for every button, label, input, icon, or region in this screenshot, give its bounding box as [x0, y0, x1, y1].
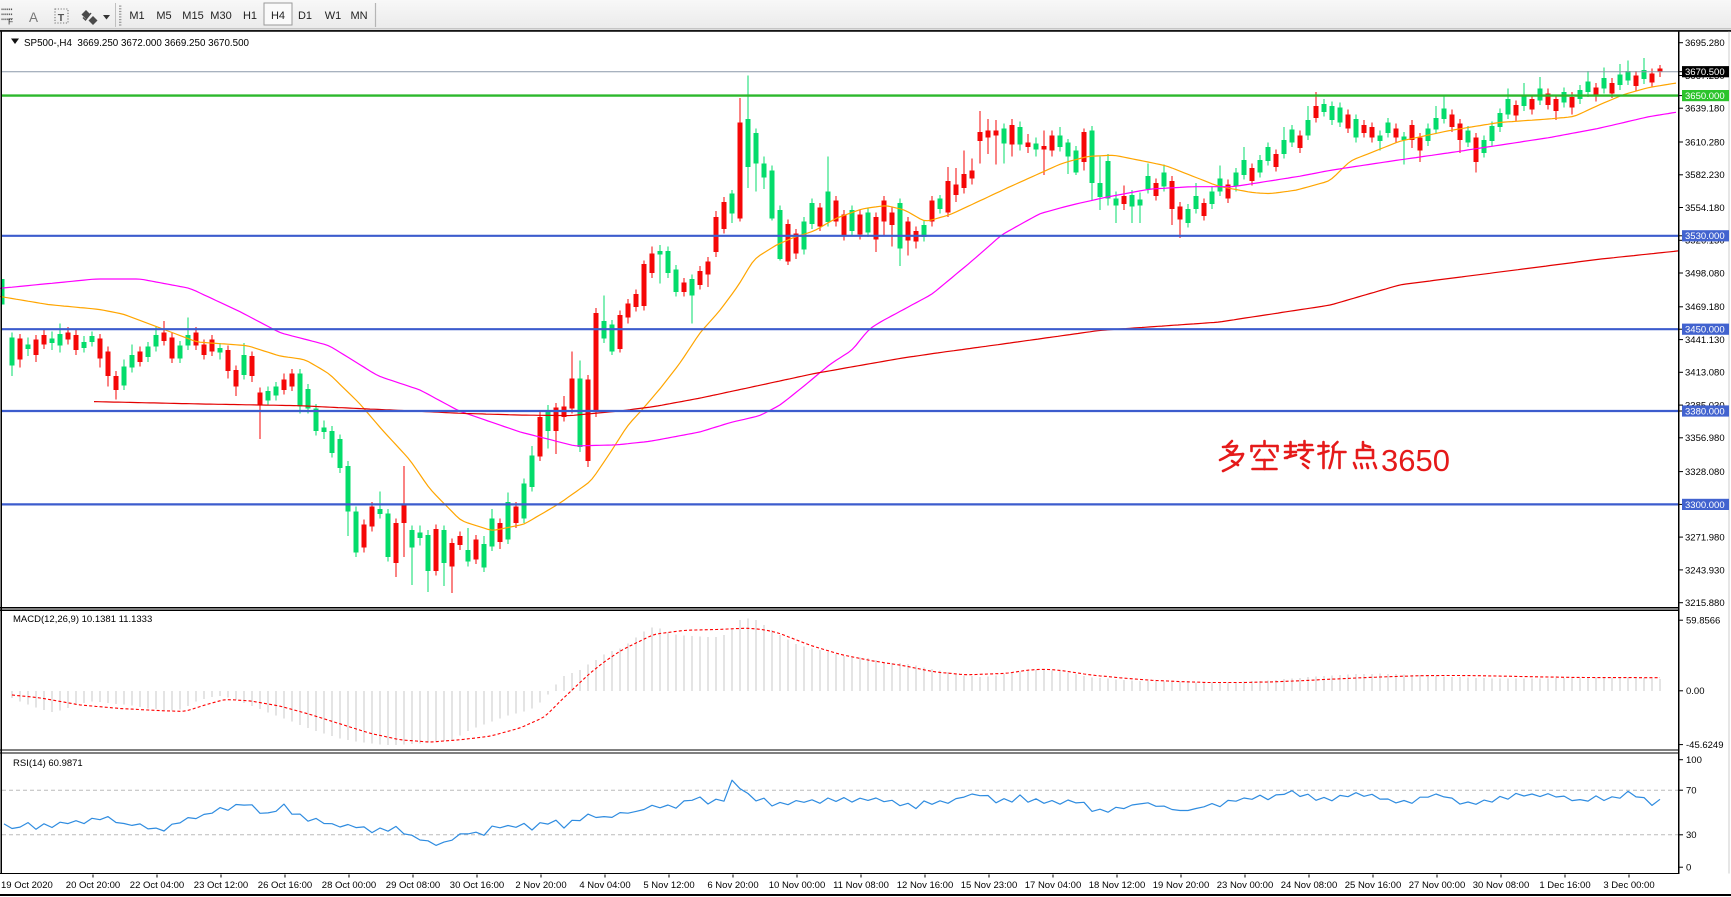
svg-text:19 Nov 20:00: 19 Nov 20:00 — [1153, 880, 1210, 891]
svg-text:-45.6249: -45.6249 — [1686, 740, 1724, 751]
svg-text:3243.930: 3243.930 — [1685, 565, 1725, 576]
svg-text:27 Nov 00:00: 27 Nov 00:00 — [1409, 880, 1466, 891]
svg-text:3554.180: 3554.180 — [1685, 203, 1725, 214]
svg-text:3271.980: 3271.980 — [1685, 533, 1725, 544]
svg-text:0.00: 0.00 — [1686, 686, 1705, 697]
svg-text:3650: 3650 — [1381, 443, 1450, 478]
svg-text:2 Nov 20:00: 2 Nov 20:00 — [515, 880, 566, 891]
svg-text:1 Dec 16:00: 1 Dec 16:00 — [1539, 880, 1590, 891]
svg-text:20 Oct 20:00: 20 Oct 20:00 — [66, 880, 120, 891]
svg-text:18 Nov 12:00: 18 Nov 12:00 — [1089, 880, 1146, 891]
svg-text:M5: M5 — [156, 10, 171, 22]
svg-text:3469.180: 3469.180 — [1685, 302, 1725, 313]
svg-text:3441.130: 3441.130 — [1685, 335, 1725, 346]
svg-text:0: 0 — [1686, 863, 1691, 874]
svg-text:23 Nov 00:00: 23 Nov 00:00 — [1217, 880, 1274, 891]
svg-text:11 Nov 08:00: 11 Nov 08:00 — [833, 880, 889, 891]
svg-text:10 Nov 00:00: 10 Nov 00:00 — [769, 880, 826, 891]
svg-text:23 Oct 12:00: 23 Oct 12:00 — [194, 880, 248, 891]
svg-text:26 Oct 16:00: 26 Oct 16:00 — [258, 880, 312, 891]
svg-text:24 Nov 08:00: 24 Nov 08:00 — [1281, 880, 1338, 891]
svg-text:70: 70 — [1686, 786, 1697, 797]
svg-text:15 Nov 23:00: 15 Nov 23:00 — [961, 880, 1018, 891]
svg-text:29 Oct 08:00: 29 Oct 08:00 — [386, 880, 440, 891]
svg-text:25 Nov 16:00: 25 Nov 16:00 — [1345, 880, 1402, 891]
svg-text:19 Oct 2020: 19 Oct 2020 — [1, 880, 53, 891]
svg-text:17 Nov 04:00: 17 Nov 04:00 — [1025, 880, 1082, 891]
svg-text:SP500-,H4 3669.250 3672.000 3: SP500-,H4 3669.250 3672.000 3669.250 367… — [24, 38, 250, 49]
svg-text:3650.000: 3650.000 — [1685, 91, 1725, 102]
svg-text:3450.000: 3450.000 — [1685, 325, 1725, 336]
svg-text:3380.000: 3380.000 — [1685, 406, 1725, 417]
svg-text:M30: M30 — [210, 10, 231, 22]
svg-text:3413.080: 3413.080 — [1685, 368, 1725, 379]
svg-text:RSI(14) 60.9871: RSI(14) 60.9871 — [13, 758, 83, 769]
svg-text:3356.980: 3356.980 — [1685, 433, 1725, 444]
svg-text:D1: D1 — [298, 10, 312, 22]
svg-text:H1: H1 — [243, 10, 257, 22]
svg-text:3300.000: 3300.000 — [1685, 500, 1725, 511]
svg-text:5 Nov 12:00: 5 Nov 12:00 — [643, 880, 694, 891]
svg-text:3695.280: 3695.280 — [1685, 38, 1725, 49]
svg-text:30: 30 — [1686, 830, 1697, 841]
svg-text:3215.880: 3215.880 — [1685, 598, 1725, 609]
svg-text:T: T — [58, 12, 65, 24]
svg-text:MACD(12,26,9) 10.1381 11.1333: MACD(12,26,9) 10.1381 11.1333 — [13, 614, 152, 625]
svg-text:3582.230: 3582.230 — [1685, 170, 1725, 181]
svg-text:W1: W1 — [325, 10, 342, 22]
svg-text:3498.080: 3498.080 — [1685, 268, 1725, 279]
svg-text:4 Nov 04:00: 4 Nov 04:00 — [579, 880, 630, 891]
svg-text:30 Nov 08:00: 30 Nov 08:00 — [1473, 880, 1530, 891]
svg-text:M1: M1 — [129, 10, 144, 22]
svg-text:6 Nov 20:00: 6 Nov 20:00 — [707, 880, 758, 891]
svg-text:22 Oct 04:00: 22 Oct 04:00 — [130, 880, 184, 891]
svg-text:30 Oct 16:00: 30 Oct 16:00 — [450, 880, 504, 891]
svg-text:A: A — [29, 10, 38, 25]
svg-text:28 Oct 00:00: 28 Oct 00:00 — [322, 880, 376, 891]
svg-text:12 Nov 16:00: 12 Nov 16:00 — [897, 880, 954, 891]
svg-text:3670.500: 3670.500 — [1685, 67, 1725, 78]
svg-text:H4: H4 — [271, 10, 285, 22]
svg-text:3328.080: 3328.080 — [1685, 467, 1725, 478]
svg-text:3 Dec 00:00: 3 Dec 00:00 — [1603, 880, 1654, 891]
svg-text:3639.180: 3639.180 — [1685, 104, 1725, 115]
svg-text:M15: M15 — [182, 10, 203, 22]
svg-text:100: 100 — [1686, 755, 1702, 766]
svg-text:3610.280: 3610.280 — [1685, 137, 1725, 148]
svg-text:3530.000: 3530.000 — [1685, 231, 1725, 242]
svg-text:MN: MN — [350, 10, 367, 22]
svg-text:59.8566: 59.8566 — [1686, 616, 1720, 627]
svg-text:F: F — [8, 17, 13, 27]
